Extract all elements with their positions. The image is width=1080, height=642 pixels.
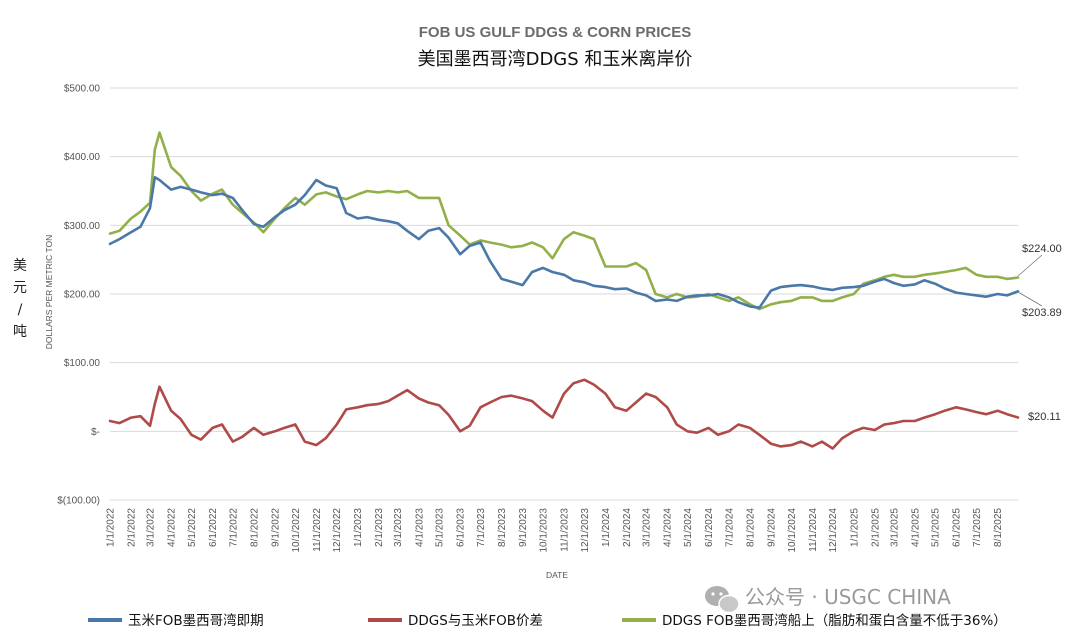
x-tick-label: 8/1/2024 [745, 508, 756, 547]
end-label-ddgs: $224.00 [1022, 243, 1062, 255]
x-tick-label: 4/1/2024 [663, 508, 674, 547]
x-tick-label: 6/1/2022 [208, 508, 219, 547]
x-tick-label: 1/1/2024 [601, 508, 612, 547]
series-line-0 [108, 176, 1020, 310]
x-tick-label: 2/1/2025 [870, 508, 881, 547]
chart-title: FOB US GULF DDGS & CORN PRICES [419, 24, 692, 41]
end-label-leader-1 [1017, 254, 1043, 277]
x-tick-label: 12/1/2024 [828, 508, 839, 553]
x-tick-label: 7/1/2023 [476, 508, 487, 547]
x-tick-label: 6/1/2023 [456, 508, 467, 547]
x-tick-label: 10/1/2024 [787, 508, 798, 553]
x-tick-label: 4/1/2022 [167, 508, 178, 547]
x-tick-label: 3/1/2024 [642, 508, 653, 547]
chart-subtitle: 美国墨西哥湾DDGS 和玉米离岸价 [418, 49, 693, 70]
x-tick-label: 7/1/2022 [228, 508, 239, 547]
legend-item-ddgs: DDGS FOB墨西哥湾船上（脂肪和蛋白含量不低于36%） [622, 612, 1007, 629]
series-line-2 [108, 131, 1020, 311]
x-tick-label: 6/1/2024 [704, 508, 715, 547]
x-tick-label: 8/1/2025 [993, 508, 1004, 547]
x-tick-label: 4/1/2023 [414, 508, 425, 547]
y-axis: $500.00 $400.00 $300.00 $200.00 $100.00 $- $(1… [57, 84, 100, 507]
end-label-spread: $20.11 [1028, 411, 1061, 423]
gridlines [110, 87, 1018, 501]
x-tick-label: 2/1/2022 [127, 508, 138, 547]
x-axis-label: DATE [546, 570, 568, 580]
legend-item-spread: DDGS与玉米FOB价差 [368, 613, 543, 629]
x-tick-label: 9/1/2024 [766, 508, 777, 547]
y-tick-label: $200.00 [64, 290, 101, 301]
x-tick-label: 7/1/2024 [724, 508, 735, 547]
end-label-leader-2 [1017, 291, 1043, 307]
x-tick-label: 4/1/2025 [910, 508, 921, 547]
svg-text:美元/吨: 美元/吨 [13, 258, 27, 340]
x-tick-label: 6/1/2025 [952, 508, 963, 547]
y-tick-label: $100.00 [64, 358, 101, 369]
x-tick-label: 1/1/2022 [106, 508, 117, 547]
x-tick-label: 1/1/2025 [849, 508, 860, 547]
x-tick-label: 1/1/2023 [353, 508, 364, 547]
legend-label-spread: DDGS与玉米FOB价差 [408, 613, 543, 629]
series-lines [108, 131, 1020, 450]
x-tick-label: 11/1/2024 [808, 508, 819, 552]
x-tick-label: 10/1/2022 [291, 508, 302, 553]
wechat-icon [705, 586, 740, 614]
x-tick-label: 9/1/2023 [518, 508, 529, 547]
x-tick-label: 11/1/2023 [560, 508, 571, 552]
unit-label: 美元/吨 [13, 258, 27, 340]
x-axis: 1/1/2022 2/1/2022 3/1/2022 4/1/2022 5/1/2022… [106, 508, 1005, 553]
y-tick-label: $(100.00) [57, 496, 100, 507]
legend: 玉米FOB墨西哥湾即期 DDGS与玉米FOB价差 DDGS FOB墨西哥湾船上（… [88, 612, 1007, 629]
x-tick-label: 3/1/2025 [889, 508, 900, 547]
x-tick-label: 5/1/2022 [187, 508, 198, 547]
x-tick-label: 5/1/2024 [683, 508, 694, 547]
watermark: 公众号 · USGC CHINA [705, 585, 951, 614]
x-tick-label: 5/1/2023 [435, 508, 446, 547]
y-tick-label: $- [91, 427, 100, 438]
series-line-1 [108, 378, 1020, 450]
x-tick-label: 8/1/2023 [497, 508, 508, 547]
x-tick-label: 2/1/2024 [622, 508, 633, 547]
x-tick-label: 3/1/2022 [146, 508, 157, 547]
y-tick-label: $400.00 [64, 152, 101, 163]
watermark-text: 公众号 · USGC CHINA [745, 585, 951, 609]
y-tick-label: $500.00 [64, 84, 101, 95]
legend-item-corn: 玉米FOB墨西哥湾即期 [88, 612, 264, 629]
y-tick-label: $300.00 [64, 221, 101, 232]
x-tick-label: 5/1/2025 [931, 508, 942, 547]
x-tick-label: 9/1/2022 [270, 508, 281, 547]
x-tick-label: 2/1/2023 [374, 508, 385, 547]
legend-label-ddgs: DDGS FOB墨西哥湾船上（脂肪和蛋白含量不低于36%） [662, 612, 1007, 629]
x-tick-label: 10/1/2023 [538, 508, 549, 553]
end-labels: $224.00 $203.89 $20.11 [1017, 243, 1062, 423]
x-tick-label: 12/1/2022 [332, 508, 343, 553]
y-axis-label: DOLLARS PER METRIC TON [44, 235, 54, 349]
x-tick-label: 12/1/2023 [580, 508, 591, 553]
x-tick-label: 8/1/2022 [249, 508, 260, 547]
x-tick-label: 3/1/2023 [393, 508, 404, 547]
end-label-corn: $203.89 [1022, 307, 1062, 319]
x-tick-label: 11/1/2022 [312, 508, 323, 552]
legend-label-corn: 玉米FOB墨西哥湾即期 [128, 612, 264, 629]
x-tick-label: 7/1/2025 [972, 508, 983, 547]
